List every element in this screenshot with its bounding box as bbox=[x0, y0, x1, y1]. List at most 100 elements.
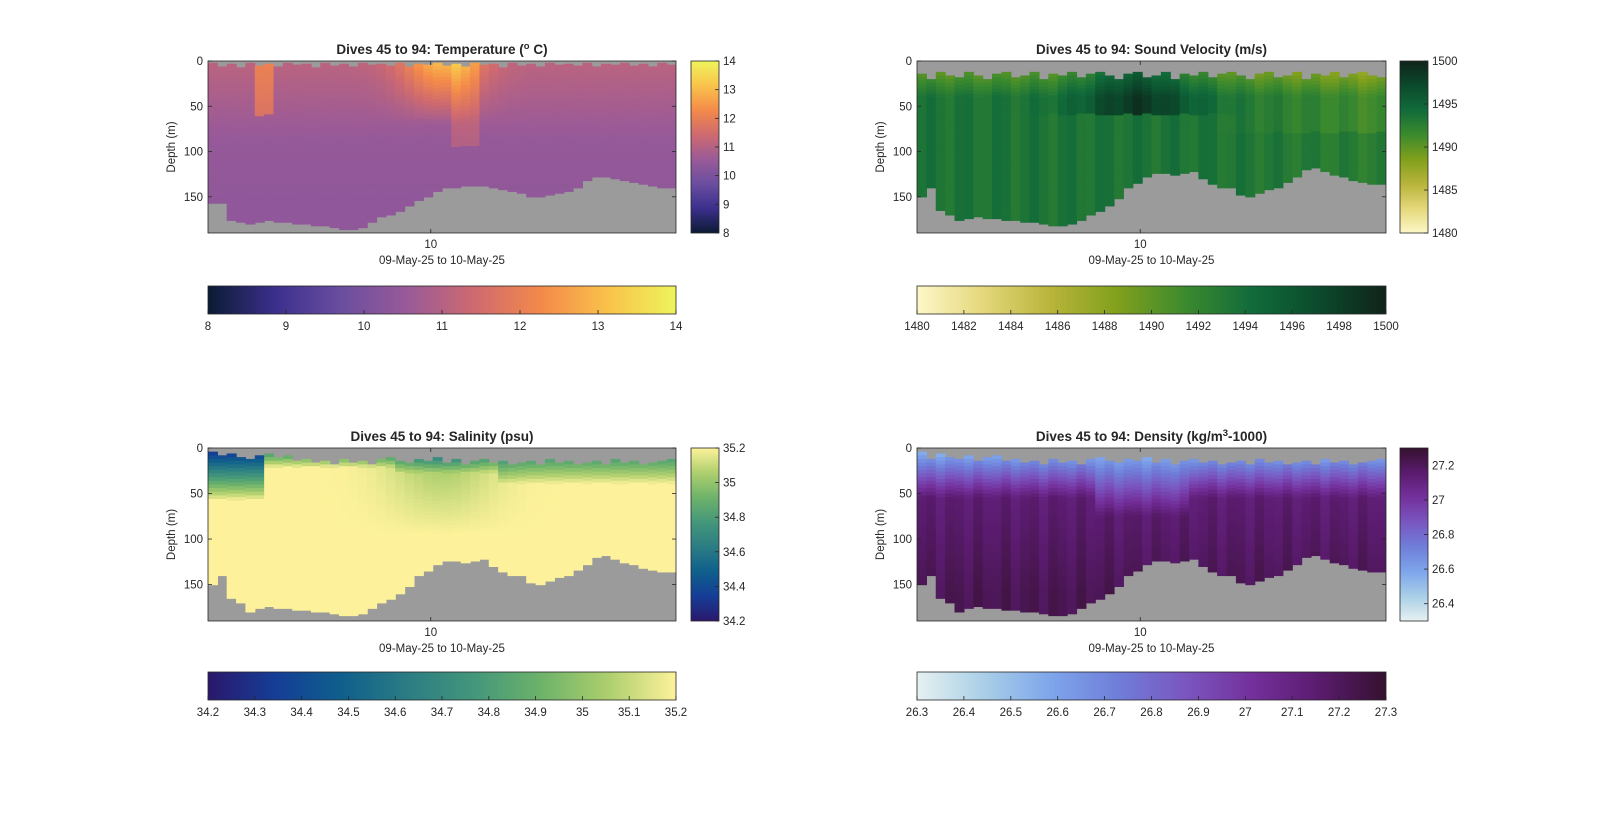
heatmap-cell bbox=[329, 134, 340, 139]
heatmap-cell bbox=[395, 511, 406, 516]
heatmap-cell bbox=[1348, 171, 1359, 176]
heatmap-cell bbox=[320, 156, 331, 162]
dive-profile bbox=[917, 73, 927, 198]
heatmap-cell bbox=[357, 175, 368, 180]
heatmap-cell bbox=[385, 522, 396, 527]
heatmap-cell bbox=[1067, 147, 1078, 153]
heatmap-cell bbox=[413, 183, 424, 188]
heatmap-cell bbox=[217, 553, 228, 558]
heatmap-cell bbox=[357, 533, 368, 538]
heatmap-cell bbox=[1010, 99, 1021, 104]
heatmap-cell bbox=[1189, 166, 1199, 171]
heatmap-cell bbox=[1076, 204, 1087, 209]
heatmap-cell bbox=[385, 76, 396, 81]
heatmap-cell bbox=[1151, 133, 1162, 138]
heatmap-cell bbox=[329, 137, 340, 143]
heatmap-cell bbox=[1264, 108, 1275, 113]
heatmap-cell bbox=[385, 591, 396, 597]
heatmap-cell bbox=[544, 95, 555, 100]
heatmap-cell bbox=[404, 70, 415, 75]
heatmap-cell bbox=[329, 610, 340, 615]
heatmap-cell bbox=[310, 524, 321, 529]
heatmap-cell bbox=[442, 495, 452, 500]
heatmap-cell bbox=[1245, 194, 1256, 198]
heatmap-cell bbox=[292, 209, 303, 214]
heatmap-cell bbox=[1235, 147, 1246, 153]
heatmap-cell bbox=[236, 457, 247, 462]
heatmap-cell bbox=[1067, 220, 1078, 225]
heatmap-cell bbox=[423, 115, 434, 120]
heatmap-cell bbox=[1254, 73, 1265, 78]
heatmap-cell bbox=[657, 99, 668, 104]
heatmap-cell bbox=[1226, 79, 1237, 84]
heatmap-cell bbox=[1010, 131, 1021, 136]
heatmap-cell bbox=[1020, 118, 1031, 124]
heatmap-cell bbox=[1348, 91, 1359, 96]
heatmap-cell bbox=[1367, 180, 1378, 185]
heatmap-cell bbox=[282, 571, 293, 577]
heatmap-cell bbox=[535, 73, 546, 78]
heatmap-cell bbox=[376, 528, 387, 533]
heatmap-cell bbox=[1339, 88, 1350, 93]
heatmap-cell bbox=[226, 460, 237, 465]
heatmap-cell bbox=[236, 555, 247, 560]
heatmap-cell bbox=[357, 120, 368, 125]
heatmap-cell bbox=[254, 535, 265, 540]
heatmap-cell bbox=[1057, 209, 1068, 214]
heatmap-cell bbox=[451, 469, 462, 475]
heatmap-cell bbox=[413, 528, 424, 533]
heatmap-cell bbox=[208, 579, 218, 584]
heatmap-cell bbox=[563, 78, 574, 83]
heatmap-cell bbox=[254, 145, 265, 150]
heatmap-cell bbox=[963, 180, 974, 185]
heatmap-cell bbox=[1245, 187, 1256, 192]
heatmap-cell bbox=[1198, 147, 1209, 153]
heatmap-cell bbox=[226, 63, 237, 68]
heatmap-cell bbox=[1179, 120, 1190, 125]
heatmap-cell bbox=[973, 202, 984, 207]
heatmap-cell bbox=[357, 588, 368, 593]
heatmap-cell bbox=[348, 539, 359, 544]
heatmap-cell bbox=[208, 84, 218, 89]
heatmap-cell bbox=[292, 75, 303, 80]
heatmap-cell bbox=[647, 95, 658, 100]
heatmap-cell bbox=[1076, 91, 1087, 96]
heatmap-cell bbox=[973, 173, 984, 178]
heatmap-cell bbox=[1001, 126, 1012, 131]
heatmap-cell bbox=[1151, 97, 1162, 102]
heatmap-cell bbox=[320, 471, 331, 476]
heatmap-cell bbox=[1001, 147, 1012, 153]
heatmap-cell bbox=[1207, 127, 1218, 133]
heatmap-cell bbox=[647, 131, 658, 136]
heatmap-cell bbox=[1329, 151, 1340, 156]
heatmap-cell bbox=[1104, 176, 1115, 182]
heatmap-cell bbox=[479, 176, 490, 182]
dive-profile bbox=[1292, 71, 1303, 178]
heatmap-cell bbox=[301, 528, 312, 533]
heatmap-cell bbox=[339, 517, 349, 522]
heatmap-cell bbox=[348, 204, 359, 209]
heatmap-cell bbox=[1151, 104, 1162, 109]
heatmap-cell bbox=[367, 566, 378, 571]
heatmap-cell bbox=[1357, 137, 1368, 142]
heatmap-cell bbox=[563, 186, 574, 192]
heatmap-cell bbox=[1217, 73, 1228, 78]
heatmap-cell bbox=[573, 148, 583, 154]
heatmap-cell bbox=[1264, 118, 1275, 124]
heatmap-cell bbox=[1104, 187, 1115, 192]
heatmap-cell bbox=[339, 604, 349, 609]
heatmap-cell bbox=[404, 135, 415, 140]
heatmap-cell bbox=[376, 204, 387, 210]
dive-profile bbox=[1357, 71, 1368, 183]
heatmap-cell bbox=[1151, 147, 1162, 153]
heatmap-cell bbox=[423, 140, 434, 145]
heatmap-cell bbox=[460, 533, 471, 538]
heatmap-cell bbox=[310, 542, 321, 547]
heatmap-cell bbox=[1235, 191, 1246, 196]
heatmap-cell bbox=[638, 165, 649, 170]
heatmap-cell bbox=[254, 65, 265, 70]
heatmap-cell bbox=[1067, 100, 1078, 106]
heatmap-cell bbox=[348, 160, 359, 165]
heatmap-cell bbox=[1076, 127, 1087, 133]
heatmap-cell bbox=[1104, 191, 1115, 196]
